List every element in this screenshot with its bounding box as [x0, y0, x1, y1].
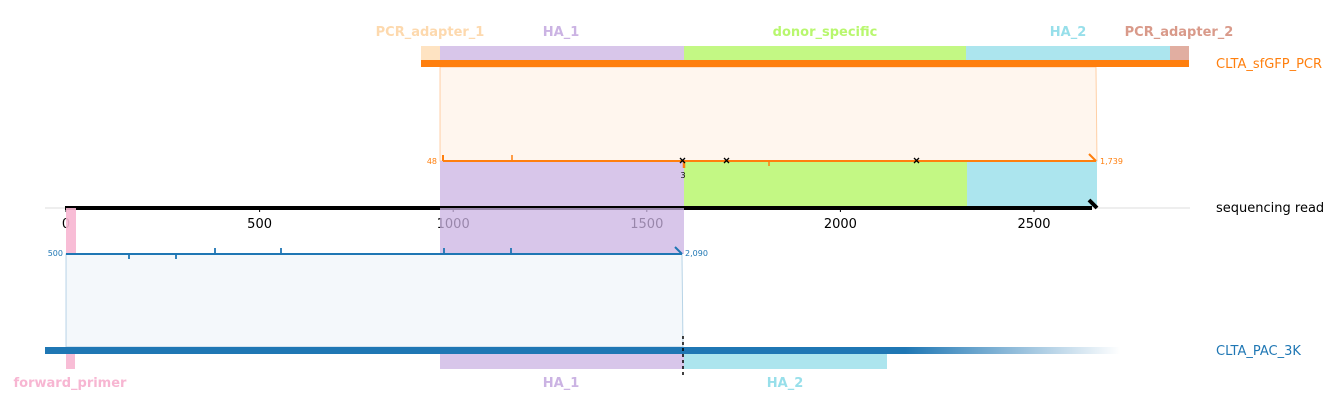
top-projected-donor-specific	[684, 161, 967, 207]
top-projected-ha-1	[440, 161, 684, 207]
top-feature-ha-2	[966, 46, 1170, 61]
top-feature-label-ha-1: HA_1	[543, 25, 580, 40]
read-arrowhead	[1087, 198, 1099, 210]
top-feature-label-pcr-adapter-2: PCR_adapter_2	[1125, 25, 1234, 40]
bottom-alignment-band	[65, 253, 684, 348]
bottom-feature-ha-1	[440, 352, 684, 369]
top-alignment-arrowhead	[1088, 153, 1097, 162]
top-ref-features	[421, 46, 1189, 61]
top-alignment-band	[439, 66, 1098, 162]
top-ref-bar	[421, 60, 1189, 67]
bottom-projected-ha-1	[440, 208, 684, 254]
bottom-feature-label-forward-primer: forward_primer	[14, 376, 128, 391]
top-projected-ha-2	[967, 161, 1097, 207]
bottom-feature-label-ha-2: HA_2	[767, 376, 804, 391]
bottom-feature-label-ha-1: HA_1	[543, 376, 580, 391]
mismatch-markers	[679, 157, 920, 164]
top-ref-name: CLTA_sfGFP_PCR	[1216, 57, 1322, 72]
top-alignment-start-label: 48	[427, 157, 437, 166]
top-feature-pcr-adapter-2	[1170, 46, 1189, 61]
top-feature-label-pcr-adapter-1: PCR_adapter_1	[376, 25, 485, 40]
read-label: sequencing read	[1216, 201, 1324, 216]
top-feature-ha-1	[440, 46, 684, 61]
top-feature-label-donor-specific: donor_specific	[773, 25, 878, 40]
mismatch-marker	[913, 157, 920, 164]
bottom-feature-forward-primer	[66, 352, 75, 369]
top-alignment-end-label: 1,739	[1100, 157, 1123, 166]
bottom-alignment-ticks	[128, 248, 512, 259]
top-alignment-indel-label: 3	[680, 171, 685, 180]
top-feature-label-ha-2: HA_2	[1050, 25, 1087, 40]
bottom-feature-ha-2	[684, 352, 887, 369]
top-feature-pcr-adapter-1	[421, 46, 440, 61]
bottom-alignment-end-label: 2,090	[685, 249, 708, 258]
top-feature-donor-specific	[684, 46, 966, 61]
bottom-alignment-arrowhead	[674, 246, 683, 255]
bottom-projected-forward-primer	[66, 208, 76, 254]
read-axis-tick-label: 2000	[824, 217, 857, 232]
read-axis-tick-label: 500	[247, 217, 272, 232]
bottom-ref-name: CLTA_PAC_3K	[1216, 344, 1301, 359]
read-axis-tick-label: 2500	[1017, 217, 1050, 232]
mismatch-marker	[723, 157, 730, 164]
bottom-ref-bar	[45, 347, 1120, 354]
mismatch-marker	[679, 157, 686, 164]
bottom-alignment-start-label: 500	[48, 249, 63, 258]
